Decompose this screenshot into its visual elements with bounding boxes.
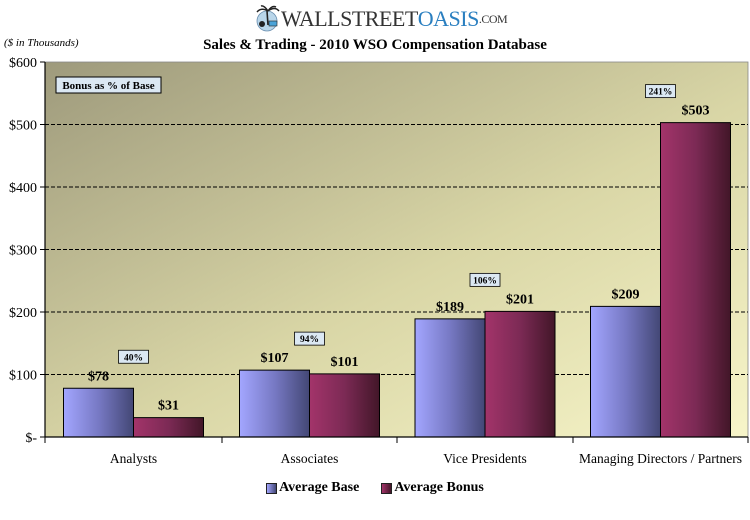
- annotation-box: [55, 76, 162, 94]
- bar-average-bonus: [133, 417, 204, 438]
- bonus-pct-label: 106%: [473, 276, 497, 286]
- y-tick-label: $200: [9, 306, 37, 321]
- wso-logo: WALLSTREET OASIS .COM: [255, 4, 508, 34]
- legend-swatch-bonus: [381, 482, 393, 494]
- bar-average-base: [590, 305, 661, 438]
- data-label: $107: [261, 351, 289, 366]
- legend-swatch-base: [266, 482, 278, 494]
- bonus-pct-label: 40%: [124, 353, 143, 363]
- bonus-pct-box: [294, 331, 325, 346]
- data-label: $201: [506, 292, 534, 307]
- bonus-pct-label: 94%: [300, 335, 319, 345]
- data-label: $78: [88, 369, 109, 384]
- bonus-pct-box: [118, 349, 149, 364]
- logo-text-wallstreet: WALLSTREET: [281, 6, 418, 31]
- y-tick-label: $400: [9, 181, 37, 196]
- legend-label-bonus: Average Bonus: [394, 480, 484, 495]
- bar-average-bonus: [309, 373, 380, 438]
- data-label: $31: [158, 399, 179, 414]
- y-tick-label: $100: [9, 369, 37, 384]
- y-tick-label: $500: [9, 119, 37, 134]
- bonus-pct-box: [469, 272, 501, 287]
- bar-average-base: [239, 369, 310, 438]
- annotation-title: Bonus as % of Base: [62, 80, 154, 92]
- data-label: $503: [682, 104, 710, 119]
- chart-title: Sales & Trading - 2010 WSO Compensation …: [203, 37, 547, 53]
- x-tick-label: Managing Directors / Partners: [579, 451, 742, 466]
- logo-text-com: .COM: [478, 12, 508, 26]
- bar-average-base: [63, 387, 134, 438]
- logo-text-oasis: OASIS: [417, 6, 480, 31]
- bonus-pct-label: 241%: [649, 88, 673, 98]
- palm-tree-laptop-icon: [256, 5, 280, 32]
- bar-average-bonus: [484, 310, 556, 438]
- y-tick-label: $-: [25, 431, 37, 446]
- x-tick-label: Associates: [281, 451, 339, 466]
- legend-item-average-bonus: Average Bonus: [381, 480, 484, 496]
- data-label: $189: [436, 300, 464, 315]
- y-tick-label: $300: [9, 244, 37, 259]
- legend: Average Base Average Bonus: [0, 480, 750, 496]
- bonus-pct-box: [645, 84, 676, 99]
- x-tick-label: Analysts: [110, 451, 157, 466]
- x-tick-label: Vice Presidents: [443, 451, 527, 466]
- bar-average-base: [414, 318, 486, 438]
- y-axis-units-label: ($ in Thousands): [4, 37, 79, 49]
- data-label: $101: [331, 355, 359, 370]
- y-tick-label: $600: [9, 56, 37, 71]
- data-label: $209: [612, 287, 640, 302]
- bar-average-bonus: [660, 122, 731, 438]
- legend-item-average-base: Average Base: [266, 480, 359, 496]
- legend-label-base: Average Base: [279, 480, 360, 495]
